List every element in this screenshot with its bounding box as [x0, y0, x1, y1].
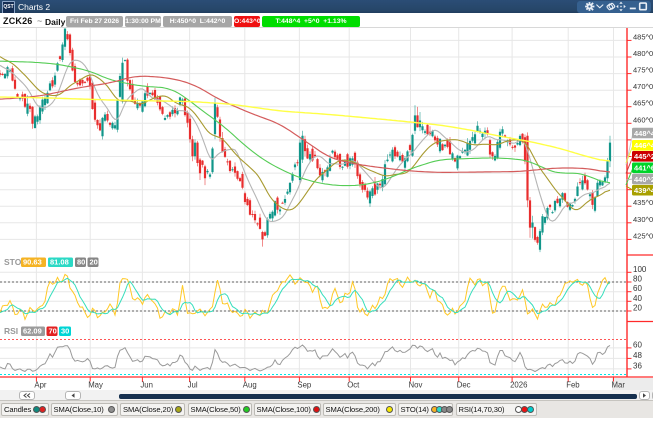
svg-text:STO: STO: [4, 257, 22, 267]
svg-text:Feb: Feb: [566, 381, 580, 390]
svg-text:90.63: 90.63: [23, 258, 42, 267]
svg-text:425^0: 425^0: [633, 231, 653, 240]
svg-text:Apr: Apr: [34, 381, 47, 390]
svg-text:100: 100: [633, 265, 647, 274]
svg-text:441^6: 441^6: [634, 164, 653, 173]
svg-text:Mar: Mar: [612, 381, 626, 390]
svg-text:445^2: 445^2: [634, 152, 653, 161]
svg-text:Nov: Nov: [409, 381, 423, 390]
svg-text:440^2: 440^2: [634, 175, 653, 184]
svg-text:48: 48: [633, 351, 642, 360]
svg-text:30: 30: [61, 327, 69, 336]
svg-text:60: 60: [633, 340, 642, 349]
svg-text:62.09: 62.09: [23, 327, 42, 336]
svg-text:Sep: Sep: [297, 381, 312, 390]
svg-text:60: 60: [633, 284, 642, 293]
svg-text:2026: 2026: [510, 381, 527, 390]
svg-text:Oct: Oct: [347, 381, 360, 390]
svg-text:81.08: 81.08: [50, 258, 69, 267]
svg-text:20: 20: [633, 304, 642, 313]
svg-text:Dec: Dec: [457, 381, 471, 390]
svg-text:430^0: 430^0: [633, 215, 653, 224]
svg-text:20: 20: [90, 258, 98, 267]
svg-text:Jul: Jul: [188, 381, 198, 390]
svg-text:446^4: 446^4: [634, 141, 653, 150]
svg-text:RSI: RSI: [4, 326, 18, 336]
svg-text:435^0: 435^0: [633, 198, 653, 207]
svg-text:465^0: 465^0: [633, 99, 653, 108]
svg-text:Aug: Aug: [243, 381, 257, 390]
svg-text:439^4: 439^4: [634, 186, 653, 195]
svg-text:80: 80: [77, 258, 85, 267]
svg-text:70: 70: [49, 327, 57, 336]
svg-text:460^0: 460^0: [633, 115, 653, 124]
svg-text:80: 80: [633, 275, 642, 284]
svg-text:485^0: 485^0: [633, 32, 653, 41]
svg-text:475^0: 475^0: [633, 66, 653, 75]
svg-text:Jun: Jun: [140, 381, 153, 390]
svg-text:470^0: 470^0: [633, 82, 653, 91]
svg-text:40: 40: [633, 294, 642, 303]
svg-text:May: May: [88, 381, 103, 390]
svg-text:448^4: 448^4: [634, 129, 653, 138]
svg-text:36: 36: [633, 361, 642, 370]
svg-text:480^0: 480^0: [633, 49, 653, 58]
